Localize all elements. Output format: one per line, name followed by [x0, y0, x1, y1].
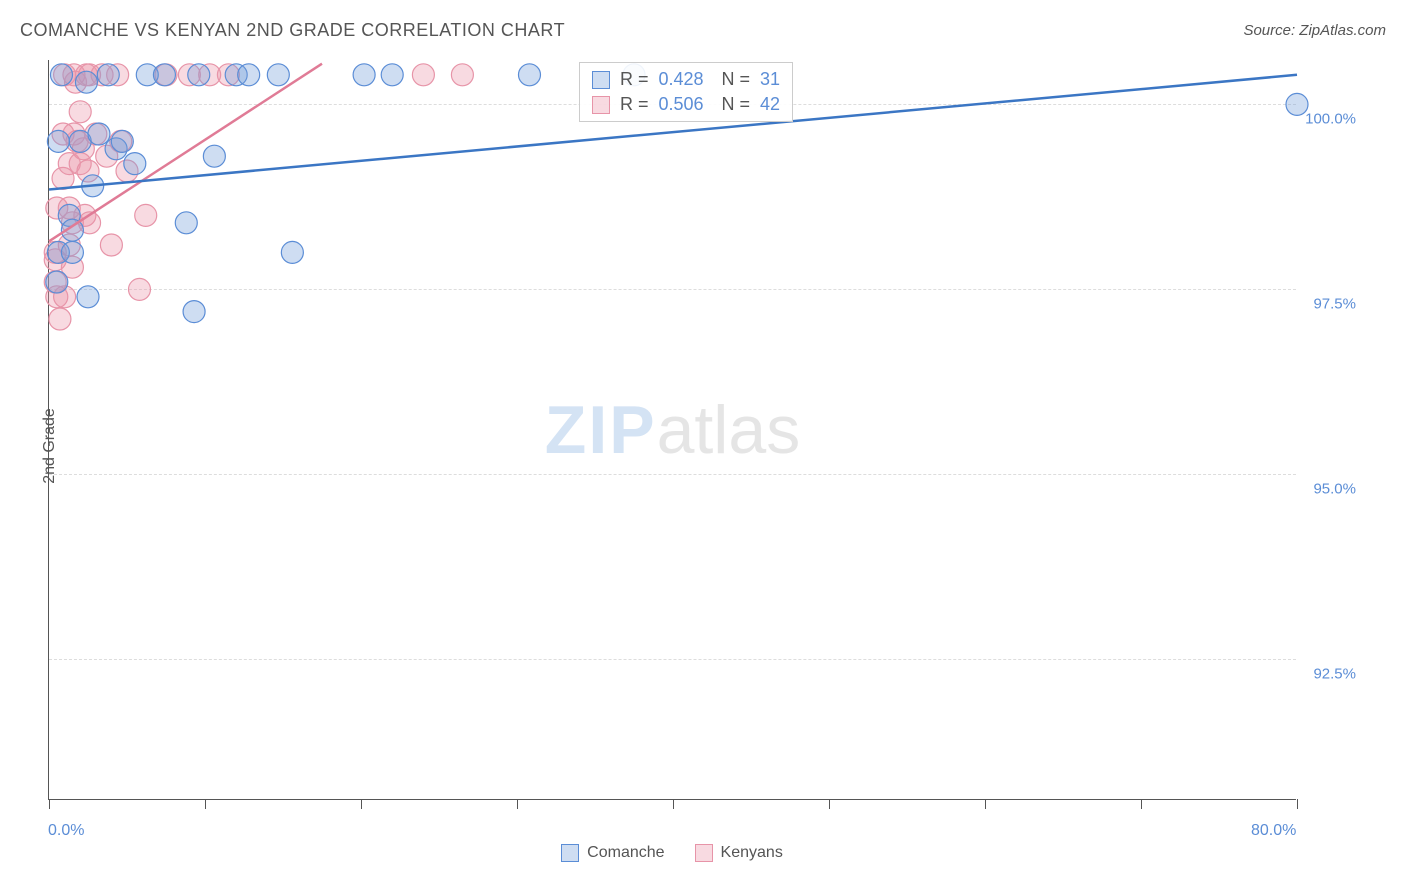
- scatter-point: [153, 64, 175, 86]
- chart-header: COMANCHE VS KENYAN 2ND GRADE CORRELATION…: [20, 20, 1386, 41]
- x-tick: [1297, 799, 1298, 809]
- scatter-point: [451, 64, 473, 86]
- x-tick: [517, 799, 518, 809]
- x-axis-start-label: 0.0%: [48, 822, 84, 840]
- scatter-point: [46, 271, 68, 293]
- stat-n-label: N =: [722, 69, 751, 90]
- stat-n-value: 42: [760, 94, 780, 115]
- x-tick: [205, 799, 206, 809]
- scatter-point: [381, 64, 403, 86]
- chart-title: COMANCHE VS KENYAN 2ND GRADE CORRELATION…: [20, 20, 565, 41]
- y-tick-label: 92.5%: [1313, 666, 1356, 683]
- bottom-legend: Comanche Kenyans: [48, 844, 1296, 862]
- x-tick: [1141, 799, 1142, 809]
- scatter-point: [183, 301, 205, 323]
- stat-n-value: 31: [760, 69, 780, 90]
- scatter-point: [175, 212, 197, 234]
- scatter-point: [88, 123, 110, 145]
- scatter-point: [353, 64, 375, 86]
- legend-item: Comanche: [561, 844, 664, 862]
- x-axis-end-label: 80.0%: [1251, 822, 1296, 840]
- scatter-point: [47, 130, 69, 152]
- x-tick: [829, 799, 830, 809]
- scatter-point: [77, 286, 99, 308]
- legend-label: Comanche: [587, 844, 664, 862]
- scatter-point: [267, 64, 289, 86]
- scatter-point: [100, 234, 122, 256]
- plot-area: ZIPatlas 100.0%97.5%95.0%92.5% R =0.428N…: [48, 60, 1296, 800]
- x-tick: [361, 799, 362, 809]
- x-tick: [673, 799, 674, 809]
- scatter-point: [61, 241, 83, 263]
- scatter-point: [128, 278, 150, 300]
- legend-swatch: [695, 844, 713, 862]
- scatter-point: [238, 64, 260, 86]
- stat-r-value: 0.428: [658, 69, 703, 90]
- legend-swatch: [561, 844, 579, 862]
- stat-r-label: R =: [620, 69, 649, 90]
- scatter-svg: [49, 60, 1296, 799]
- scatter-point: [49, 308, 71, 330]
- stat-r-value: 0.506: [658, 94, 703, 115]
- stats-row: R = 0.428 N = 31: [592, 67, 780, 92]
- legend-swatch: [592, 71, 610, 89]
- scatter-point: [69, 101, 91, 123]
- legend-item: Kenyans: [695, 844, 783, 862]
- y-tick-label: 95.0%: [1313, 481, 1356, 498]
- scatter-point: [518, 64, 540, 86]
- scatter-point: [124, 153, 146, 175]
- scatter-point: [203, 145, 225, 167]
- scatter-point: [412, 64, 434, 86]
- stats-row: R = 0.506 N = 42: [592, 92, 780, 117]
- scatter-point: [111, 130, 133, 152]
- scatter-point: [97, 64, 119, 86]
- legend-label: Kenyans: [721, 844, 783, 862]
- stat-n-label: N =: [722, 94, 751, 115]
- scatter-point: [135, 204, 157, 226]
- scatter-point: [281, 241, 303, 263]
- scatter-point: [188, 64, 210, 86]
- x-tick: [49, 799, 50, 809]
- legend-swatch: [592, 96, 610, 114]
- scatter-point: [75, 71, 97, 93]
- stats-legend: R = 0.428 N = 31 R = 0.506 N = 42: [579, 62, 793, 122]
- x-tick: [985, 799, 986, 809]
- scatter-point: [50, 64, 72, 86]
- y-tick-label: 97.5%: [1313, 296, 1356, 313]
- y-tick-label: 100.0%: [1305, 111, 1356, 128]
- stat-r-label: R =: [620, 94, 649, 115]
- chart-source: Source: ZipAtlas.com: [1243, 22, 1386, 39]
